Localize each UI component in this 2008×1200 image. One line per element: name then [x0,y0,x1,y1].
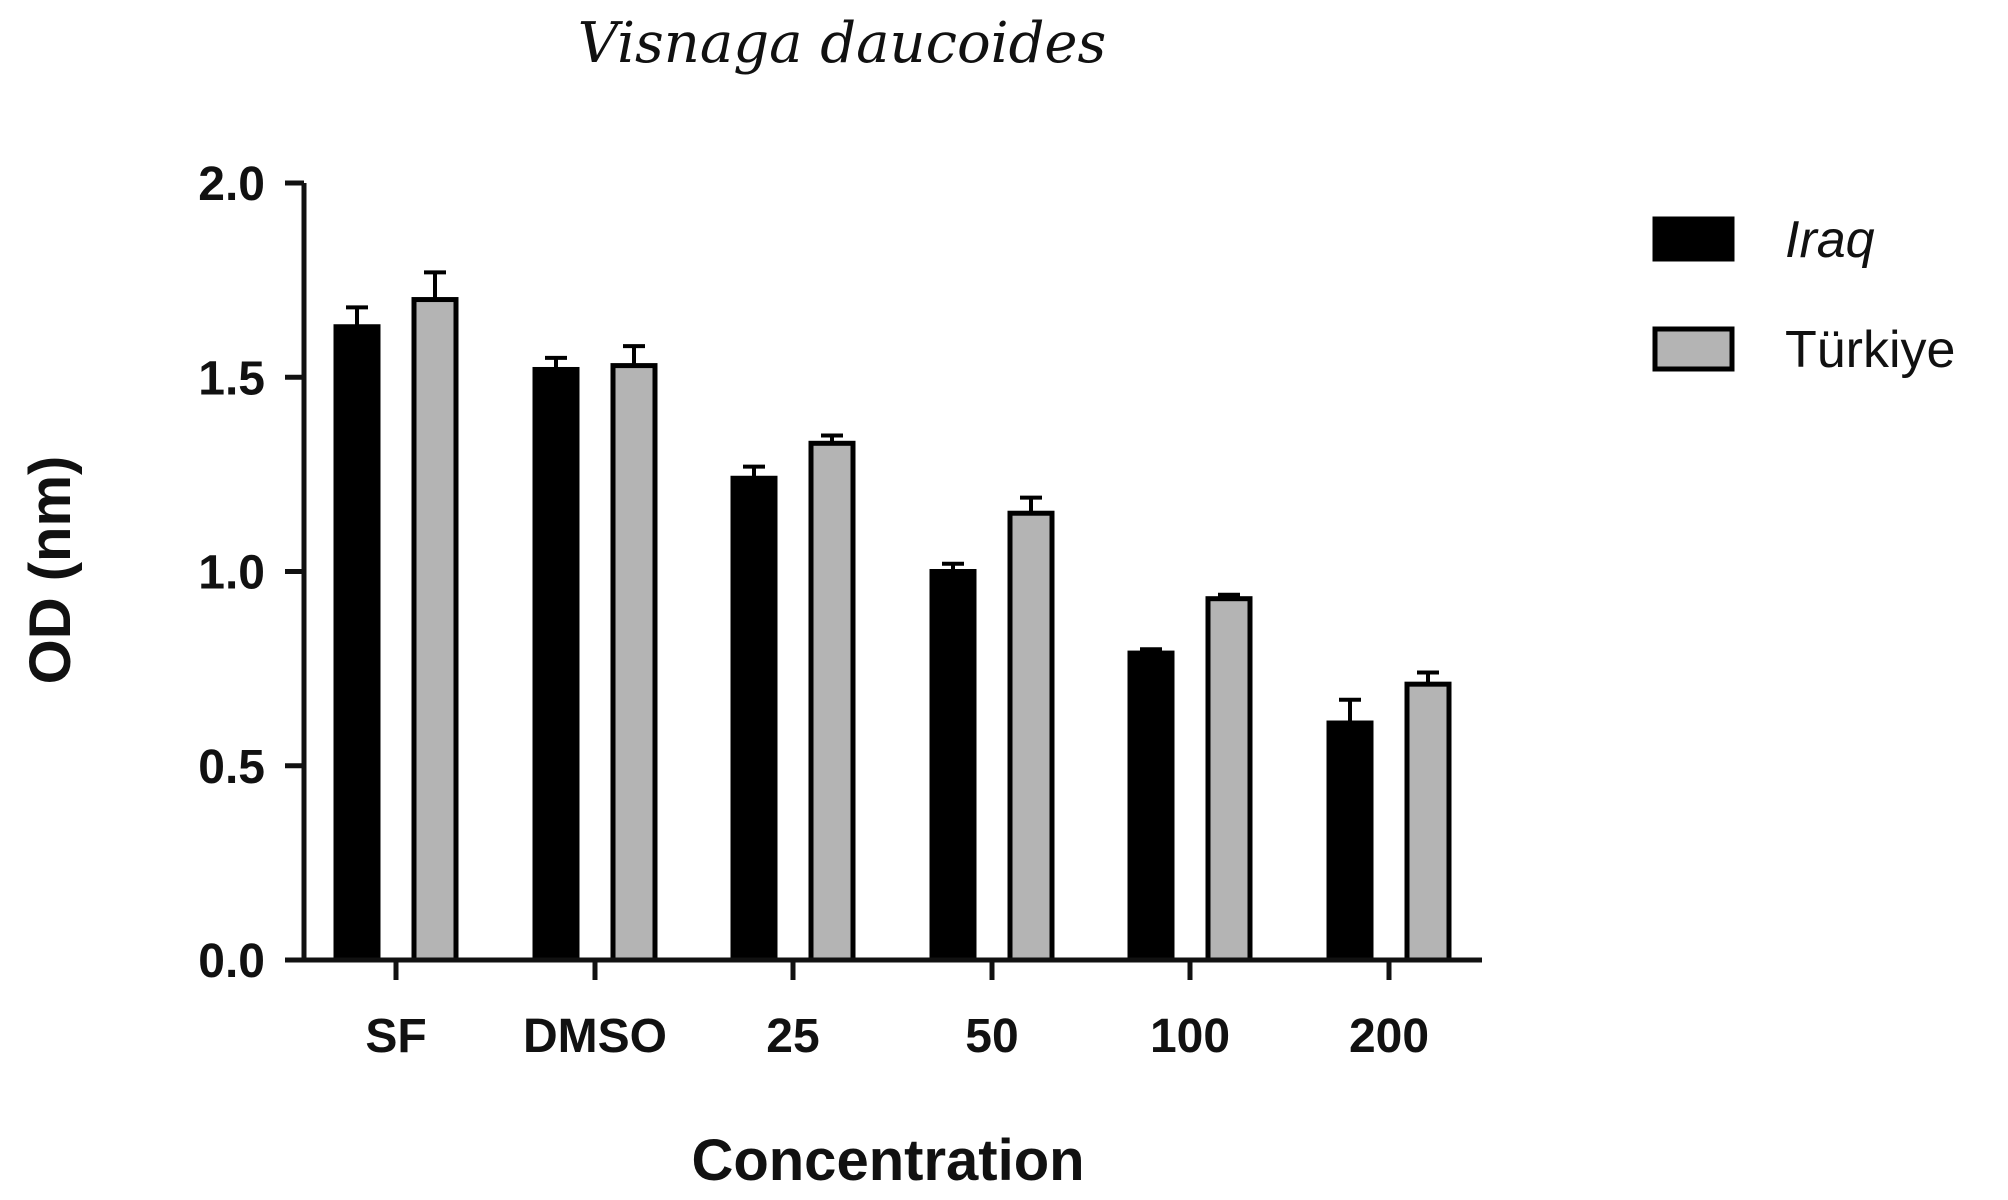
bar-trkiye-50 [1007,510,1055,963]
legend-item-iraq: Iraq [1652,211,1875,269]
legend-label: Türkiye [1785,321,1955,379]
error-bar-iraq-50 [942,561,964,572]
legend-item-trkiye: Türkiye [1652,321,1955,379]
bar-iraq-50 [929,569,977,963]
legend-swatch [1652,216,1735,262]
error-bar-trkiye-25 [821,433,843,444]
error-bar-trkiye-200 [1417,670,1439,685]
y-axis-label: OD (nm) [18,456,83,685]
x-tick-label: SF [365,1010,426,1063]
x-tick-label: 25 [766,1010,819,1063]
x-tick-label: 100 [1150,1010,1230,1063]
bar-iraq-200 [1326,720,1374,963]
bar-trkiye-200 [1404,681,1452,963]
bar-iraq-dmso [532,366,580,963]
y-ticks-group: 0.0 0.5 1.0 1.5 2.0 [198,158,304,988]
legend-swatch [1652,326,1735,372]
x-tick-label: 200 [1349,1010,1429,1063]
y-tick-label: 1.0 [198,547,265,600]
bar-iraq-sf [333,324,381,963]
x-tick-label: 50 [965,1010,1018,1063]
x-tick-label: DMSO [523,1010,667,1063]
legend-label: Iraq [1785,211,1875,269]
y-tick-label: 0.5 [198,741,265,794]
error-bar-trkiye-100 [1218,592,1240,599]
error-bars-group [346,270,1439,724]
legend: Iraq Türkiye [1652,211,1955,379]
bar-iraq-100 [1127,650,1175,963]
error-bar-iraq-200 [1339,697,1361,724]
bar-trkiye-25 [808,440,856,963]
bar-trkiye-100 [1205,596,1253,963]
error-bar-trkiye-dmso [623,344,645,366]
error-bar-iraq-25 [743,464,765,479]
x-axis-label: Concentration [691,1128,1084,1193]
error-bar-iraq-100 [1140,647,1162,654]
error-bar-trkiye-50 [1020,495,1042,514]
bar-trkiye-dmso [610,363,658,963]
y-tick-label: 2.0 [198,158,265,211]
chart-title: Visnaga daucoides [578,11,1107,76]
error-bar-iraq-sf [346,305,368,327]
x-ticks-group: SF DMSO 25 50 100 200 [365,960,1429,1063]
bar-trkiye-sf [411,297,459,963]
error-bar-trkiye-sf [424,270,446,300]
bar-iraq-25 [730,475,778,963]
y-tick-label: 0.0 [198,935,265,988]
error-bar-iraq-dmso [545,355,567,370]
y-tick-label: 1.5 [198,352,265,405]
bars-group [333,297,1452,963]
